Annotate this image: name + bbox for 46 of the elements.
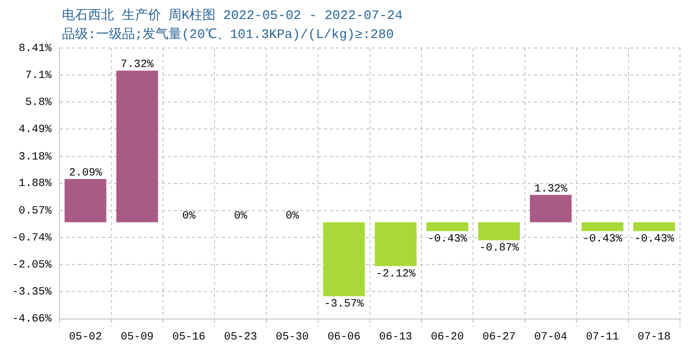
y-tick-label: -4.66% — [12, 314, 52, 326]
data-label: -0.87% — [479, 242, 520, 255]
data-label: -0.43% — [634, 234, 674, 246]
x-tick-label: 05-30 — [276, 331, 309, 344]
y-tick-label: 0.57% — [18, 205, 52, 218]
bar — [374, 222, 417, 266]
bar — [323, 222, 365, 296]
x-tick-label: 07-18 — [638, 331, 671, 344]
bar — [633, 222, 676, 232]
y-tick-label: 4.49% — [18, 124, 52, 136]
chart-subtitle: 品级:一级品;发气量(20℃、101.3KPa)/(L/kg)≥:280 — [62, 26, 394, 43]
x-tick-label: 06-13 — [379, 331, 412, 344]
bar — [64, 178, 106, 222]
x-tick-label: 06-06 — [327, 331, 360, 344]
data-label: -3.57% — [324, 298, 364, 311]
bar — [116, 70, 158, 222]
y-tick-label: 3.18% — [18, 151, 52, 164]
x-tick-label: 06-20 — [430, 331, 464, 344]
x-tick-label: 06-27 — [482, 331, 516, 344]
y-tick-label: 7.1% — [25, 70, 52, 82]
data-label: 7.32% — [120, 58, 154, 71]
data-label: 0% — [286, 210, 300, 223]
x-tick-label: 05-09 — [120, 331, 154, 344]
x-tick-label: 07-11 — [586, 331, 620, 344]
y-tick-label: -3.35% — [12, 286, 52, 299]
x-tick-label: 07-04 — [534, 331, 568, 344]
bar — [582, 222, 624, 232]
chart-title: 电石西北 生产价 周K柱图 2022-05-02 - 2022-07-24 — [62, 7, 403, 24]
data-label: 2.09% — [68, 167, 102, 180]
bar — [426, 222, 468, 232]
data-label: 0% — [234, 210, 248, 223]
data-label: -0.43% — [428, 234, 468, 246]
x-tick-label: 05-02 — [68, 331, 102, 344]
y-tick-label: 5.8% — [25, 96, 52, 109]
x-tick-label: 05-23 — [224, 331, 258, 344]
y-tick-label: 1.88% — [18, 178, 52, 190]
x-tick-label: 05-16 — [172, 331, 206, 344]
data-label: -2.12% — [376, 268, 416, 281]
y-tick-label: -0.74% — [12, 232, 52, 244]
bar — [478, 222, 520, 240]
data-label: 0% — [182, 210, 196, 223]
data-label: -0.43% — [582, 234, 623, 246]
data-label: 1.32% — [534, 183, 568, 196]
y-tick-label: -2.05% — [12, 260, 52, 272]
bar — [530, 194, 572, 222]
y-tick-label: 8.41% — [18, 42, 52, 55]
